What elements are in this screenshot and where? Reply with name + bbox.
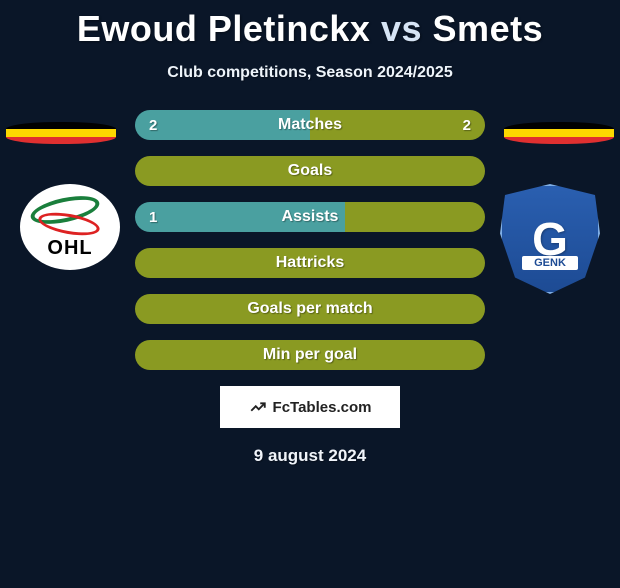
player-left-name: Ewoud Pletinckx bbox=[77, 8, 371, 49]
ohl-logo: OHL bbox=[20, 184, 120, 270]
club-logo-right: G GENK bbox=[500, 184, 600, 284]
genk-logo-text: GENK bbox=[522, 256, 578, 270]
subtitle: Club competitions, Season 2024/2025 bbox=[0, 64, 620, 82]
stat-bars: 2 2 Matches Goals 1 Assists Hattricks Goals per… bbox=[135, 110, 485, 370]
club-logo-left: OHL bbox=[20, 184, 120, 284]
chart-icon bbox=[249, 398, 267, 416]
comparison-stage: OHL G GENK 2 2 Matches Goals 1 Assists Hattric… bbox=[0, 110, 620, 466]
ohl-logo-text: OHL bbox=[20, 237, 120, 260]
attribution-text: FcTables.com bbox=[273, 399, 372, 416]
stat-left-value: 1 bbox=[149, 209, 157, 226]
stat-row-assists: 1 Assists bbox=[135, 202, 485, 232]
date-text: 9 august 2024 bbox=[0, 446, 620, 466]
stat-row-goals: Goals bbox=[135, 156, 485, 186]
stat-label: Goals bbox=[288, 162, 332, 180]
page-title: Ewoud Pletinckx vs Smets bbox=[0, 8, 620, 50]
flag-left bbox=[6, 122, 116, 144]
stat-label: Hattricks bbox=[276, 254, 344, 272]
genk-logo: G GENK bbox=[500, 184, 600, 294]
stat-label: Goals per match bbox=[247, 300, 372, 318]
stat-right-value: 2 bbox=[463, 117, 471, 134]
stat-label: Min per goal bbox=[263, 346, 357, 364]
stat-row-mpg: Min per goal bbox=[135, 340, 485, 370]
stat-row-gpm: Goals per match bbox=[135, 294, 485, 324]
vs-text: vs bbox=[381, 8, 422, 49]
stat-label: Assists bbox=[282, 208, 339, 226]
attribution-badge: FcTables.com bbox=[220, 386, 400, 428]
stat-row-hattricks: Hattricks bbox=[135, 248, 485, 278]
stat-row-matches: 2 2 Matches bbox=[135, 110, 485, 140]
player-right-name: Smets bbox=[433, 8, 544, 49]
stat-label: Matches bbox=[278, 116, 342, 134]
stat-left-value: 2 bbox=[149, 117, 157, 134]
flag-right bbox=[504, 122, 614, 144]
